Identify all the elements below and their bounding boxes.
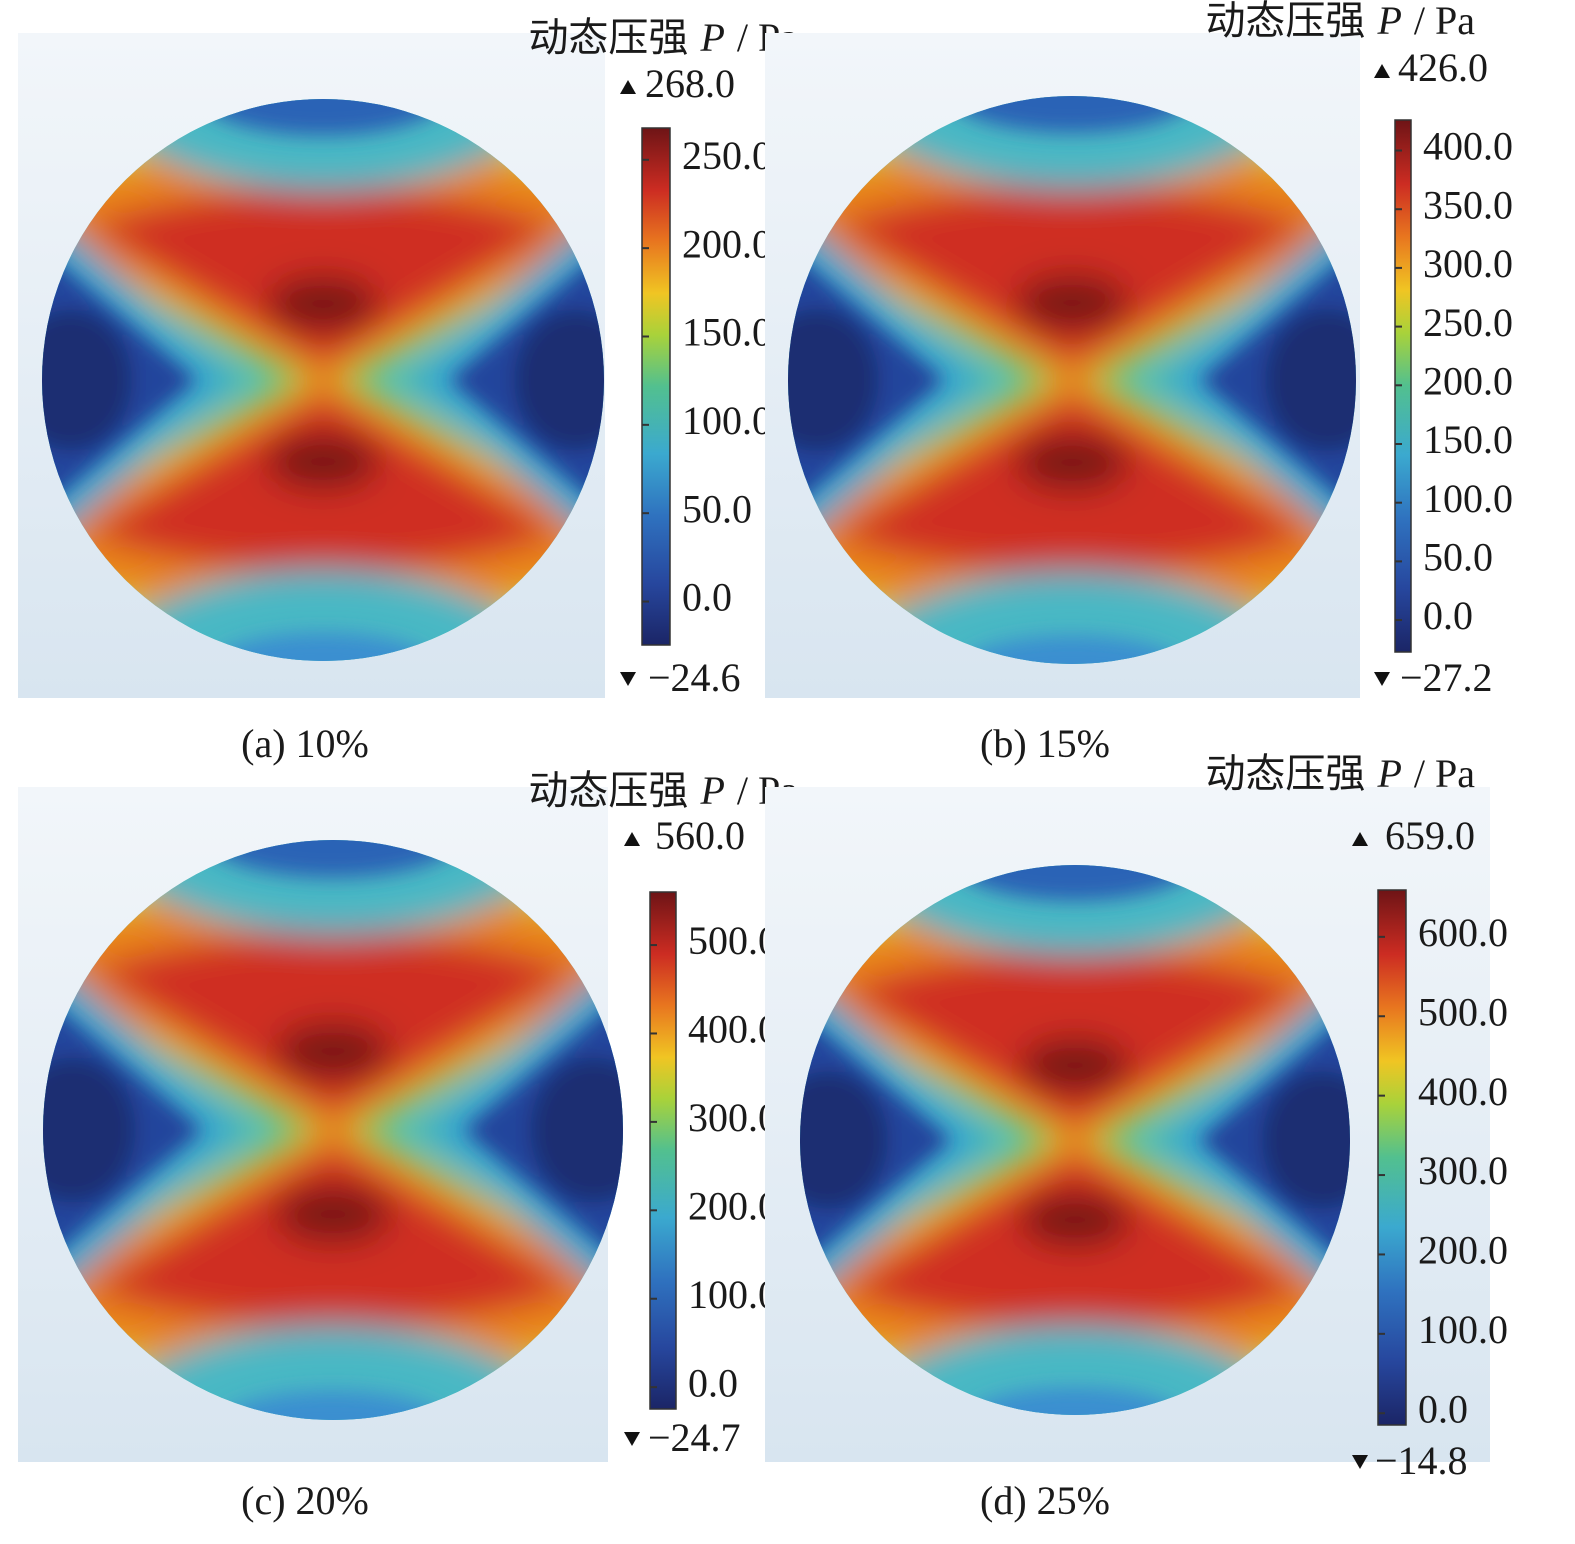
min-marker (620, 672, 636, 686)
max-marker (1352, 832, 1368, 846)
colorbar-title-symbol: P (699, 768, 724, 813)
colorbar-tick-label: 300.0 (1423, 241, 1513, 286)
colorbar-tick-label: 150.0 (1423, 417, 1513, 462)
min-label: −24.6 (648, 655, 741, 700)
colorbar-tick-label: 400.0 (1423, 124, 1513, 169)
max-marker (620, 80, 636, 94)
panel-caption: (b) 15% (980, 721, 1110, 766)
panel-caption: (d) 25% (980, 1478, 1110, 1523)
max-marker (1374, 64, 1390, 78)
panel: 0.0 50.0 100.0 150.0 200.0 250.0 300.0 350.0 400… (731, 0, 1513, 766)
colorbar-tick-label: 200.0 (1423, 358, 1513, 403)
colorbar-title-unit: / Pa (1414, 0, 1475, 43)
colorbar-tick-label: 200.0 (1418, 1228, 1508, 1273)
colorbar-title-symbol: P (1376, 0, 1401, 43)
colorbar-title-text: 动态压强 (1205, 0, 1365, 43)
colorbar-tick-label: 200.0 (682, 221, 772, 266)
colorbar-tick-label: 150.0 (682, 310, 772, 355)
colorbar-tick-label: 500.0 (688, 918, 778, 963)
colorbar (1377, 889, 1407, 1426)
colorbar-tick-label: 350.0 (1423, 182, 1513, 227)
colorbar-tick-label: 0.0 (688, 1360, 738, 1405)
colorbar-tick-label: 100.0 (688, 1272, 778, 1317)
panel: 0.0 100.0 200.0 300.0 400.0 500.0 600.0 659.0 −1… (745, 751, 1508, 1523)
max-label: 659.0 (1385, 813, 1475, 858)
colorbar-tick-label: 0.0 (1423, 593, 1473, 638)
min-marker (624, 1432, 640, 1446)
max-marker (624, 832, 640, 846)
min-label: −14.8 (1375, 1438, 1468, 1483)
min-label: −27.2 (1400, 655, 1493, 700)
min-marker (1374, 672, 1390, 686)
colorbar-title-unit: / Pa (1414, 751, 1475, 796)
colorbar-tick-label: 200.0 (688, 1183, 778, 1228)
colorbar-tick-label: 50.0 (682, 486, 752, 531)
colorbar-tick-label: 300.0 (688, 1095, 778, 1140)
min-marker (1352, 1455, 1368, 1469)
colorbar-tick-label: 250.0 (682, 133, 772, 178)
colorbar (649, 891, 677, 1410)
colorbar (641, 127, 671, 646)
colorbar-tick-label: 250.0 (1423, 300, 1513, 345)
colorbar-tick-label: 500.0 (1418, 989, 1508, 1034)
max-label: 268.0 (645, 61, 735, 106)
panel-caption: (c) 20% (241, 1478, 369, 1523)
colorbar-tick-label: 50.0 (1423, 535, 1493, 580)
colorbar-title-symbol: P (699, 15, 724, 60)
min-label: −24.7 (648, 1415, 741, 1460)
colorbar-tick-label: 600.0 (1418, 910, 1508, 955)
panel-caption: (a) 10% (241, 721, 369, 766)
colorbar-tick-label: 100.0 (682, 398, 772, 443)
colorbar-tick-label: 0.0 (1418, 1386, 1468, 1431)
max-label: 560.0 (655, 813, 745, 858)
colorbar-tick-label: 100.0 (1423, 476, 1513, 521)
colorbar-tick-label: 400.0 (688, 1007, 778, 1052)
colorbar-title: 动态压强 P / Pa (1205, 0, 1475, 43)
colorbar-title-text: 动态压强 (1205, 751, 1365, 796)
panel: 0.0 100.0 200.0 300.0 400.0 500.0 560.0 −24.7 动态… (0, 744, 798, 1523)
colorbar-title-text: 动态压强 (528, 768, 688, 813)
colorbar-tick-label: 300.0 (1418, 1148, 1508, 1193)
max-label: 426.0 (1398, 45, 1488, 90)
colorbar-tick-label: 0.0 (682, 575, 732, 620)
colorbar-title-symbol: P (1376, 751, 1401, 796)
panel: 0.0 50.0 100.0 150.0 200.0 250.0 268.0 −24.6 动态压… (0, 6, 798, 766)
colorbar-title-text: 动态压强 (528, 15, 688, 60)
colorbar-tick-label: 400.0 (1418, 1069, 1508, 1114)
colorbar-tick-label: 100.0 (1418, 1307, 1508, 1352)
